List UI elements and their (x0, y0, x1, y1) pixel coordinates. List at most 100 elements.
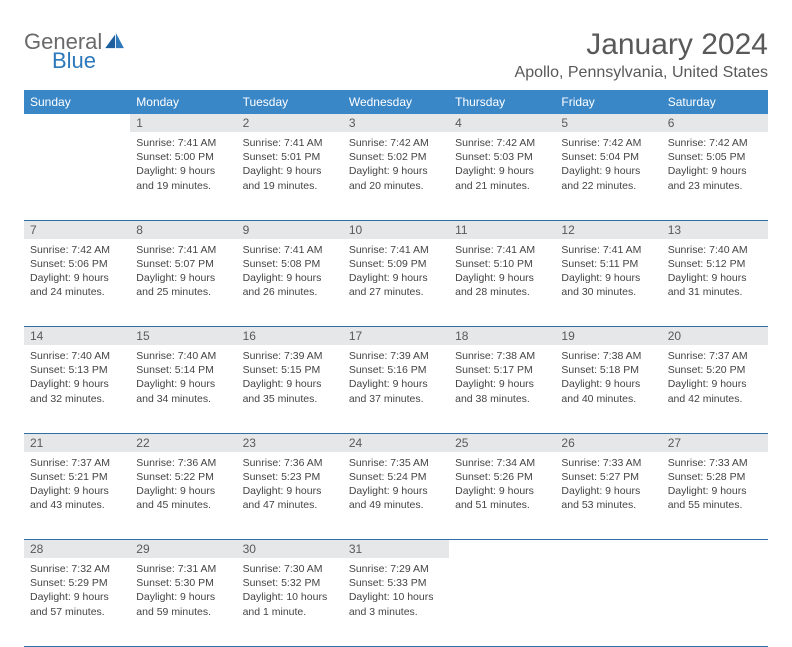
day-body-cell: Sunrise: 7:42 AMSunset: 5:04 PMDaylight:… (555, 132, 661, 220)
day-details: Sunrise: 7:33 AMSunset: 5:27 PMDaylight:… (555, 452, 661, 519)
day-body-cell: Sunrise: 7:33 AMSunset: 5:27 PMDaylight:… (555, 452, 661, 540)
day-number-cell: 3 (343, 114, 449, 132)
day-number-cell: 7 (24, 220, 130, 239)
day-body-cell: Sunrise: 7:41 AMSunset: 5:07 PMDaylight:… (130, 239, 236, 327)
day-details: Sunrise: 7:39 AMSunset: 5:15 PMDaylight:… (237, 345, 343, 412)
day-body-row: Sunrise: 7:40 AMSunset: 5:13 PMDaylight:… (24, 345, 768, 433)
day-body-cell: Sunrise: 7:39 AMSunset: 5:15 PMDaylight:… (237, 345, 343, 433)
day-details: Sunrise: 7:42 AMSunset: 5:03 PMDaylight:… (449, 132, 555, 199)
day-details: Sunrise: 7:41 AMSunset: 5:00 PMDaylight:… (130, 132, 236, 199)
day-number-cell (449, 540, 555, 559)
day-body-cell: Sunrise: 7:39 AMSunset: 5:16 PMDaylight:… (343, 345, 449, 433)
day-details: Sunrise: 7:40 AMSunset: 5:14 PMDaylight:… (130, 345, 236, 412)
day-number-cell: 4 (449, 114, 555, 132)
day-body-cell (555, 558, 661, 646)
day-number-row: 28293031 (24, 540, 768, 559)
day-details: Sunrise: 7:42 AMSunset: 5:05 PMDaylight:… (662, 132, 768, 199)
day-details: Sunrise: 7:41 AMSunset: 5:08 PMDaylight:… (237, 239, 343, 306)
day-body-cell: Sunrise: 7:34 AMSunset: 5:26 PMDaylight:… (449, 452, 555, 540)
day-number-cell: 5 (555, 114, 661, 132)
day-body-cell: Sunrise: 7:38 AMSunset: 5:18 PMDaylight:… (555, 345, 661, 433)
day-details: Sunrise: 7:30 AMSunset: 5:32 PMDaylight:… (237, 558, 343, 625)
day-body-cell: Sunrise: 7:42 AMSunset: 5:03 PMDaylight:… (449, 132, 555, 220)
day-body-cell: Sunrise: 7:37 AMSunset: 5:21 PMDaylight:… (24, 452, 130, 540)
day-number-cell: 17 (343, 327, 449, 346)
day-body-cell: Sunrise: 7:42 AMSunset: 5:06 PMDaylight:… (24, 239, 130, 327)
day-number-cell: 21 (24, 433, 130, 452)
day-number-cell: 11 (449, 220, 555, 239)
weekday-header: Sunday (24, 90, 130, 114)
day-body-cell: Sunrise: 7:37 AMSunset: 5:20 PMDaylight:… (662, 345, 768, 433)
day-number-cell: 6 (662, 114, 768, 132)
day-number-cell (662, 540, 768, 559)
day-details: Sunrise: 7:39 AMSunset: 5:16 PMDaylight:… (343, 345, 449, 412)
day-body-cell: Sunrise: 7:31 AMSunset: 5:30 PMDaylight:… (130, 558, 236, 646)
day-body-cell: Sunrise: 7:40 AMSunset: 5:13 PMDaylight:… (24, 345, 130, 433)
weekday-header: Monday (130, 90, 236, 114)
day-number-cell: 28 (24, 540, 130, 559)
day-details: Sunrise: 7:37 AMSunset: 5:21 PMDaylight:… (24, 452, 130, 519)
day-number-row: 78910111213 (24, 220, 768, 239)
day-body-cell: Sunrise: 7:35 AMSunset: 5:24 PMDaylight:… (343, 452, 449, 540)
day-details: Sunrise: 7:31 AMSunset: 5:30 PMDaylight:… (130, 558, 236, 625)
day-body-cell: Sunrise: 7:42 AMSunset: 5:02 PMDaylight:… (343, 132, 449, 220)
day-body-cell: Sunrise: 7:40 AMSunset: 5:12 PMDaylight:… (662, 239, 768, 327)
day-number-cell: 14 (24, 327, 130, 346)
day-number-row: 21222324252627 (24, 433, 768, 452)
day-number-row: 14151617181920 (24, 327, 768, 346)
day-number-cell: 24 (343, 433, 449, 452)
weekday-header: Friday (555, 90, 661, 114)
day-details: Sunrise: 7:36 AMSunset: 5:23 PMDaylight:… (237, 452, 343, 519)
day-number-cell: 9 (237, 220, 343, 239)
day-details: Sunrise: 7:41 AMSunset: 5:01 PMDaylight:… (237, 132, 343, 199)
weekday-header-row: Sunday Monday Tuesday Wednesday Thursday… (24, 90, 768, 114)
day-details: Sunrise: 7:32 AMSunset: 5:29 PMDaylight:… (24, 558, 130, 625)
day-details: Sunrise: 7:38 AMSunset: 5:17 PMDaylight:… (449, 345, 555, 412)
day-number-cell: 20 (662, 327, 768, 346)
day-details: Sunrise: 7:37 AMSunset: 5:20 PMDaylight:… (662, 345, 768, 412)
day-details: Sunrise: 7:40 AMSunset: 5:12 PMDaylight:… (662, 239, 768, 306)
day-number-cell: 15 (130, 327, 236, 346)
day-number-cell: 23 (237, 433, 343, 452)
day-details: Sunrise: 7:29 AMSunset: 5:33 PMDaylight:… (343, 558, 449, 625)
day-details: Sunrise: 7:41 AMSunset: 5:07 PMDaylight:… (130, 239, 236, 306)
day-body-row: Sunrise: 7:41 AMSunset: 5:00 PMDaylight:… (24, 132, 768, 220)
day-number-cell: 18 (449, 327, 555, 346)
day-number-cell (555, 540, 661, 559)
day-number-cell: 19 (555, 327, 661, 346)
day-body-cell: Sunrise: 7:36 AMSunset: 5:23 PMDaylight:… (237, 452, 343, 540)
day-number-cell (24, 114, 130, 132)
day-body-row: Sunrise: 7:42 AMSunset: 5:06 PMDaylight:… (24, 239, 768, 327)
day-details: Sunrise: 7:42 AMSunset: 5:02 PMDaylight:… (343, 132, 449, 199)
weekday-header: Thursday (449, 90, 555, 114)
day-number-cell: 8 (130, 220, 236, 239)
weekday-header: Saturday (662, 90, 768, 114)
day-details: Sunrise: 7:33 AMSunset: 5:28 PMDaylight:… (662, 452, 768, 519)
day-body-cell: Sunrise: 7:29 AMSunset: 5:33 PMDaylight:… (343, 558, 449, 646)
month-title: January 2024 (515, 28, 768, 62)
day-details: Sunrise: 7:35 AMSunset: 5:24 PMDaylight:… (343, 452, 449, 519)
day-number-cell: 12 (555, 220, 661, 239)
page-header: GeneralBlue January 2024 Apollo, Pennsyl… (24, 28, 768, 82)
day-details: Sunrise: 7:34 AMSunset: 5:26 PMDaylight:… (449, 452, 555, 519)
day-body-cell (449, 558, 555, 646)
weekday-header: Wednesday (343, 90, 449, 114)
weekday-header: Tuesday (237, 90, 343, 114)
logo-text-blue: Blue (52, 49, 125, 72)
day-number-cell: 29 (130, 540, 236, 559)
day-number-cell: 2 (237, 114, 343, 132)
day-details: Sunrise: 7:42 AMSunset: 5:04 PMDaylight:… (555, 132, 661, 199)
day-details: Sunrise: 7:40 AMSunset: 5:13 PMDaylight:… (24, 345, 130, 412)
day-body-cell: Sunrise: 7:41 AMSunset: 5:08 PMDaylight:… (237, 239, 343, 327)
day-body-cell: Sunrise: 7:41 AMSunset: 5:00 PMDaylight:… (130, 132, 236, 220)
day-body-cell: Sunrise: 7:32 AMSunset: 5:29 PMDaylight:… (24, 558, 130, 646)
day-details: Sunrise: 7:41 AMSunset: 5:10 PMDaylight:… (449, 239, 555, 306)
day-body-cell: Sunrise: 7:41 AMSunset: 5:11 PMDaylight:… (555, 239, 661, 327)
day-body-cell: Sunrise: 7:41 AMSunset: 5:10 PMDaylight:… (449, 239, 555, 327)
title-block: January 2024 Apollo, Pennsylvania, Unite… (515, 28, 768, 82)
day-body-cell: Sunrise: 7:30 AMSunset: 5:32 PMDaylight:… (237, 558, 343, 646)
day-number-cell: 16 (237, 327, 343, 346)
day-number-cell: 31 (343, 540, 449, 559)
day-number-cell: 22 (130, 433, 236, 452)
day-number-cell: 27 (662, 433, 768, 452)
